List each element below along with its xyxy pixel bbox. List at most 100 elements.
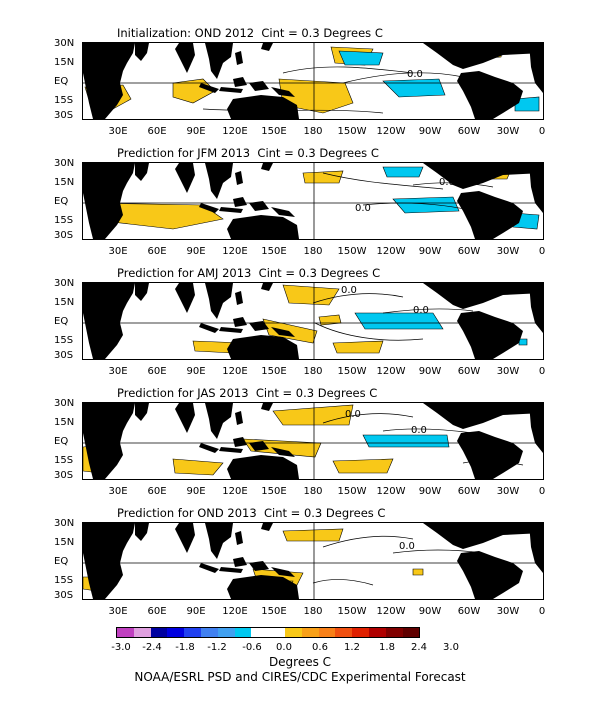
land-mass [199, 203, 219, 213]
lon-label: 90W [418, 246, 442, 257]
contour-line [314, 322, 424, 341]
warm-anomaly-region [302, 170, 344, 184]
land-mass [249, 321, 269, 331]
panel-title: Prediction for JAS 2013 Cint = 0.3 Degre… [117, 386, 378, 400]
land-mass [199, 443, 219, 453]
colorbar-tick-label: -0.6 [242, 642, 262, 653]
lon-label: 180 [303, 486, 323, 497]
lat-label: 15N [54, 177, 75, 188]
lon-label: 150W [337, 486, 367, 497]
lon-label: 30E [108, 486, 128, 497]
lat-label: EQ [54, 556, 69, 567]
lon-label: 150E [261, 246, 287, 257]
lat-label: 15N [54, 297, 75, 308]
land-mass [83, 283, 135, 359]
colorbar-tick-label: 1.8 [379, 642, 395, 653]
land-mass [135, 43, 149, 61]
lon-label: 30E [108, 366, 128, 377]
lat-label: 15S [54, 335, 74, 346]
land-mass [135, 403, 149, 421]
lon-label: 0 [538, 126, 546, 137]
colorbar-swatch [150, 628, 168, 637]
colorbar-swatch [184, 628, 201, 637]
forecast-panel: Prediction for AMJ 2013 Cint = 0.3 Degre… [0, 266, 600, 386]
colorbar-tick-label: -1.8 [175, 642, 195, 653]
forecast-panel: Prediction for JAS 2013 Cint = 0.3 Degre… [0, 386, 600, 506]
lon-label: 150E [261, 486, 287, 497]
colorbar-swatch [217, 628, 235, 637]
land-mass [457, 551, 523, 599]
lon-label: 90W [418, 126, 442, 137]
forecast-panel: Prediction for OND 2013 Cint = 0.3 Degre… [0, 506, 600, 626]
colorbar-tick-label: -2.4 [142, 642, 162, 653]
land-mass [261, 43, 273, 51]
lat-label: 30S [54, 350, 74, 361]
land-mass [233, 77, 247, 87]
land-mass [235, 531, 243, 545]
land-mass [219, 327, 243, 333]
lon-label: 180 [303, 366, 323, 377]
lon-label: 60W [457, 366, 481, 377]
lat-label: EQ [54, 196, 69, 207]
lon-label: 150W [337, 606, 367, 617]
land-mass [423, 523, 543, 549]
colorbar-swatch [268, 628, 285, 637]
warm-anomaly-region [332, 458, 394, 474]
land-mass [227, 95, 299, 119]
land-mass [271, 327, 295, 337]
lat-label: 30N [54, 278, 75, 289]
contour-line [382, 428, 474, 434]
lon-label: 180 [303, 246, 323, 257]
colorbar-swatch [251, 628, 269, 637]
land-mass [261, 283, 273, 291]
contour-label: 0.0 [355, 203, 371, 214]
land-mass [83, 523, 135, 599]
credit-text: NOAA/ESRL PSD and CIRES/CDC Experimental… [134, 670, 466, 684]
lat-label: 30N [54, 38, 75, 49]
lon-label: 90E [186, 606, 206, 617]
contour-label: 0.0 [341, 285, 357, 296]
lat-label: 15N [54, 57, 75, 68]
land-mass [261, 163, 273, 171]
warm-anomaly-region [318, 314, 342, 326]
lat-label: 30S [54, 590, 74, 601]
contour-line [282, 66, 414, 74]
land-mass [135, 283, 149, 301]
warm-anomaly-region [172, 458, 224, 476]
lon-label: 60E [147, 246, 167, 257]
lon-label: 120E [222, 486, 248, 497]
land-mass [423, 283, 543, 309]
colorbar-unit: Degrees C [268, 655, 332, 669]
contour-label: 0.0 [399, 541, 415, 552]
lat-label: EQ [54, 316, 69, 327]
cool-anomaly-region [338, 50, 384, 66]
warm-anomaly-region [272, 404, 354, 426]
lon-label: 0 [538, 246, 546, 257]
land-mass [199, 563, 219, 573]
lat-label: 15N [54, 417, 75, 428]
anomaly-map: 0.0 0.0 [82, 282, 544, 360]
lon-label: 60W [457, 246, 481, 257]
warm-anomaly-region [282, 528, 344, 542]
lon-label: 120E [222, 606, 248, 617]
lat-label: 30N [54, 398, 75, 409]
colorbar-swatch [385, 628, 403, 637]
lat-label: 30S [54, 470, 74, 481]
land-mass [233, 437, 247, 447]
land-mass [249, 561, 269, 571]
warm-anomaly-region [262, 318, 318, 344]
lat-label: 15S [54, 455, 74, 466]
lat-label: 30N [54, 158, 75, 169]
lon-label: 120E [222, 246, 248, 257]
land-mass [233, 197, 247, 207]
colorbar-swatch [402, 628, 420, 637]
cool-anomaly-region [354, 312, 444, 330]
lon-label: 60E [147, 126, 167, 137]
contour-label: 0.0 [407, 69, 423, 80]
colorbar-tick-label: 0.6 [312, 642, 328, 653]
lat-label: EQ [54, 436, 69, 447]
land-mass [227, 335, 299, 359]
lon-label: 60E [147, 486, 167, 497]
lat-label: 15S [54, 215, 74, 226]
colorbar-swatch [318, 628, 336, 637]
